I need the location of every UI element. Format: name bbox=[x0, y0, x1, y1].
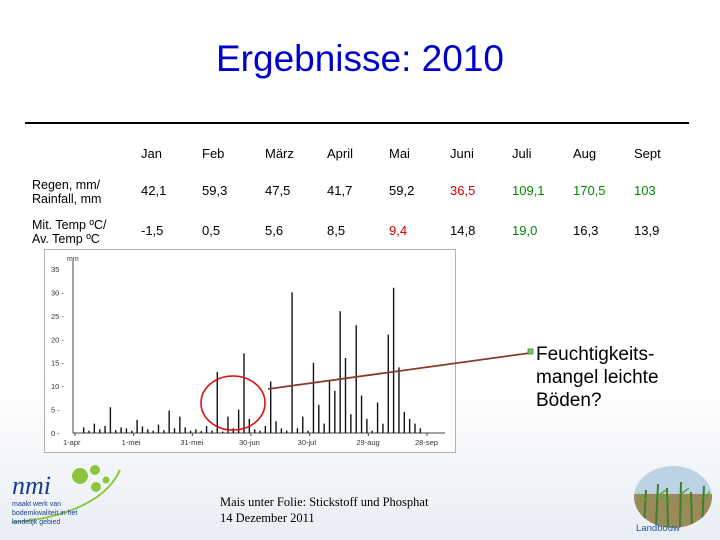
rainfall-chart-svg: mm 35 30 - 25 - 20 - 15 - 10 - 5 - 0 -1-apr 1-mei… bbox=[51, 256, 445, 447]
table-cell: -1,5 bbox=[141, 223, 164, 238]
landbouw-label: Landbouw bbox=[636, 523, 680, 534]
x-tick-label: 29-aug bbox=[356, 438, 379, 447]
rainfall-chart: mm 35 30 - 25 - 20 - 15 - 10 - 5 - 0 -1-apr 1-mei… bbox=[44, 249, 456, 453]
y-tick-label: 35 bbox=[51, 265, 59, 274]
column-header: Juni bbox=[450, 146, 474, 161]
x-tick-label: 1-mei bbox=[122, 438, 141, 447]
logo-dot-small bbox=[102, 476, 110, 484]
column-header: Aug bbox=[573, 146, 597, 161]
column-header: April bbox=[327, 146, 354, 161]
row-label-line: Regen, mm/ bbox=[32, 178, 101, 192]
column-header: Jan bbox=[141, 146, 162, 161]
table-cell: 36,5 bbox=[450, 183, 476, 198]
logo-dot-medium bbox=[90, 465, 100, 475]
table-cell: 14,8 bbox=[450, 223, 476, 238]
field-image bbox=[634, 466, 712, 528]
table-cell: 47,5 bbox=[265, 183, 291, 198]
callout-text: Feuchtigkeits- mangel leichte Böden? bbox=[536, 343, 696, 412]
y-tick-label: 30 - bbox=[51, 288, 64, 297]
column-header: Sept bbox=[634, 146, 661, 161]
table-cell: 59,2 bbox=[389, 183, 415, 198]
y-tick-label: 15 - bbox=[51, 359, 64, 368]
table-header-row: Jan Feb März April Mai Juni Juli Aug Sept bbox=[0, 140, 720, 170]
table-cell: 16,3 bbox=[573, 223, 599, 238]
table-cell: 41,7 bbox=[327, 183, 353, 198]
column-header: Juli bbox=[512, 146, 532, 161]
nmi-logo: nmi maakt werk van bodemkwaliteit in het… bbox=[8, 460, 128, 532]
callout-line-2: mangel leichte bbox=[536, 367, 659, 388]
nmi-logo-graphic: nmi maakt werk van bodemkwaliteit in het… bbox=[11, 465, 121, 526]
x-tick-label: 1-apr bbox=[63, 438, 81, 447]
y-tick-label: 5 - bbox=[51, 406, 60, 415]
table-cell: 0,5 bbox=[202, 223, 221, 238]
row-label-line: Rainfall, mm bbox=[32, 192, 102, 206]
table-cell: 19,0 bbox=[512, 223, 538, 238]
footer-note-line-1: Mais unter Folie: Stickstoff und Phospha… bbox=[220, 495, 429, 509]
slide-title: Ergebnisse: 2010 bbox=[216, 38, 504, 79]
footer-note: Mais unter Folie: Stickstoff und Phospha… bbox=[220, 494, 428, 526]
logo-tagline-1: maakt werk van bbox=[12, 501, 61, 508]
title-rule bbox=[25, 122, 689, 124]
logo-tagline-2: bodemkwaliteit in het bbox=[12, 510, 77, 517]
table-row-temperature: Mit. Temp ºC/Av. Temp ºC -1,5 0,5 5,6 8,5 9,4… bbox=[0, 216, 720, 246]
y-tick-label: 25 - bbox=[51, 312, 64, 321]
footer-note-line-2: 14 Dezember 2011 bbox=[220, 511, 315, 525]
x-tick-label: 28-sep bbox=[415, 438, 438, 447]
table-row-rainfall: Regen, mm/Rainfall, mm 42,1 59,3 47,5 41,7 59… bbox=[0, 176, 720, 206]
row-label-line: Mit. Temp ºC/ bbox=[32, 218, 107, 232]
y-axis-label: mm bbox=[67, 256, 79, 263]
logo-wordmark: nmi bbox=[12, 471, 51, 500]
landbouw-photo bbox=[634, 466, 712, 528]
table-cell: 109,1 bbox=[512, 183, 545, 198]
row-label: Mit. Temp ºC/Av. Temp ºC bbox=[32, 218, 137, 246]
table-cell: 103 bbox=[634, 183, 656, 198]
column-header: Mai bbox=[389, 146, 410, 161]
callout-line-1: Feuchtigkeits- bbox=[536, 344, 655, 365]
y-tick-label: 20 - bbox=[51, 335, 64, 344]
table-cell: 8,5 bbox=[327, 223, 346, 238]
table-cell: 42,1 bbox=[141, 183, 167, 198]
annotation-handle bbox=[527, 348, 534, 355]
table-cell: 59,3 bbox=[202, 183, 228, 198]
y-tick-label: 0 - bbox=[51, 429, 60, 438]
table-cell: 170,5 bbox=[573, 183, 606, 198]
x-tick-label: 31-mei bbox=[180, 438, 203, 447]
logo-tagline-3: landelijk gebied bbox=[12, 519, 60, 526]
row-label-line: Av. Temp ºC bbox=[32, 232, 100, 246]
column-header: März bbox=[265, 146, 294, 161]
x-tick-label: 30-jun bbox=[239, 438, 260, 447]
table-cell: 9,4 bbox=[389, 223, 408, 238]
column-header: Feb bbox=[202, 146, 225, 161]
row-label: Regen, mm/Rainfall, mm bbox=[32, 178, 137, 206]
x-tick-label: 30-jul bbox=[298, 438, 317, 447]
logo-dot-medium-2 bbox=[91, 482, 101, 492]
callout-line-3: Böden? bbox=[536, 390, 602, 411]
table-cell: 13,9 bbox=[634, 223, 660, 238]
logo-dot-large bbox=[72, 468, 88, 484]
table-cell: 5,6 bbox=[265, 223, 284, 238]
y-tick-label: 10 - bbox=[51, 382, 64, 391]
